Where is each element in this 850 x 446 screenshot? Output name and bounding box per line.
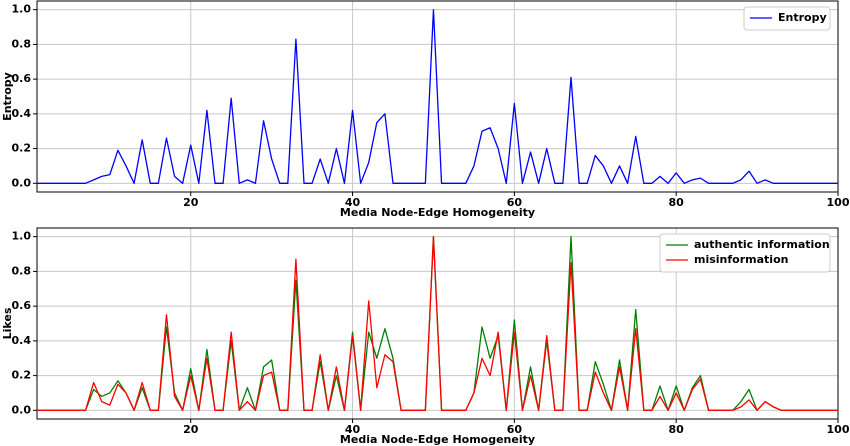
x-axis-label: Media Node-Edge Homogeneity	[340, 206, 535, 219]
y-tick-label: 0.8	[12, 264, 32, 277]
legend-label: Entropy	[778, 11, 827, 24]
y-tick-label: 0.6	[12, 72, 32, 85]
y-tick-label: 1.0	[12, 3, 32, 16]
y-tick-label: 0.0	[12, 403, 32, 416]
x-tick-label: 60	[507, 196, 523, 209]
y-tick-label: 1.0	[12, 230, 32, 243]
legend-label: misinformation	[694, 253, 788, 266]
x-tick-label: 60	[507, 423, 523, 436]
plot-frame	[36, 0, 839, 193]
series-line	[37, 9, 838, 184]
x-tick-label: 40	[345, 423, 361, 436]
x-tick-label: 100	[827, 423, 850, 436]
x-tick-label: 80	[669, 196, 685, 209]
y-axis-label: Likes	[1, 307, 14, 339]
y-tick-label: 0.4	[12, 334, 32, 347]
x-tick-label: 20	[183, 423, 199, 436]
legend-label: authentic information	[694, 238, 830, 251]
plot-frame	[36, 227, 839, 420]
y-tick-label: 0.2	[12, 142, 32, 155]
y-tick-label: 0.2	[12, 369, 32, 382]
y-tick-label: 0.4	[12, 107, 32, 120]
series-line	[37, 236, 838, 411]
y-tick-label: 0.6	[12, 299, 32, 312]
x-tick-label: 40	[345, 196, 361, 209]
x-tick-label: 100	[827, 196, 850, 209]
x-axis-label: Media Node-Edge Homogeneity	[340, 433, 535, 446]
x-tick-label: 80	[669, 423, 685, 436]
y-axis-label: Entropy	[1, 72, 14, 121]
legend-box	[659, 233, 831, 273]
y-tick-label: 0.0	[12, 176, 32, 189]
legend-box	[743, 6, 831, 31]
x-tick-label: 20	[183, 196, 199, 209]
y-tick-label: 0.8	[12, 37, 32, 50]
